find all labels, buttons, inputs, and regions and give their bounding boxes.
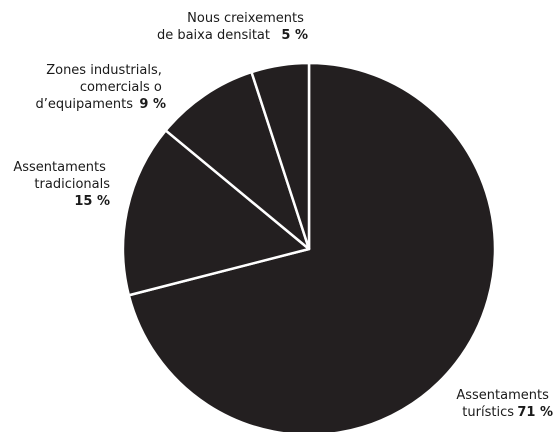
slice-label-2-line-1: comercials o	[80, 80, 162, 95]
slice-label-1-line-0: Assentaments	[13, 160, 106, 175]
slice-label-1-line-1: tradicionals	[34, 177, 110, 192]
slice-label-0-line-0: Assentaments	[456, 388, 549, 403]
slice-label-2-line-0: Zones industrials,	[46, 63, 162, 78]
slice-label-2: Zones industrials, comercials o d’equipa…	[36, 63, 166, 112]
slice-pct-2: 9 %	[139, 97, 166, 112]
slice-label-2-line-2: d’equipaments	[36, 97, 134, 112]
pie-slice-1	[121, 129, 311, 297]
pie-slice-3	[250, 61, 311, 251]
slice-pct-0: 71 %	[517, 405, 553, 420]
slice-pct-1: 15 %	[74, 194, 110, 209]
slice-label-3-line-1: de baixa densitat	[157, 28, 270, 43]
slice-pct-3: 5 %	[281, 28, 308, 43]
slice-label-3: Nous creixements de baixa densitat	[157, 11, 308, 43]
slice-label-0-line-1: turístics	[462, 405, 514, 420]
pie-slices	[121, 61, 497, 432]
slice-label-0: Assentaments turístics	[456, 388, 553, 420]
slice-label-1: Assentaments tradicionals	[13, 160, 110, 192]
pie-slice-2	[164, 70, 311, 251]
pie-slice-0	[127, 61, 497, 432]
slice-label-3-line-0: Nous creixements	[187, 11, 304, 26]
